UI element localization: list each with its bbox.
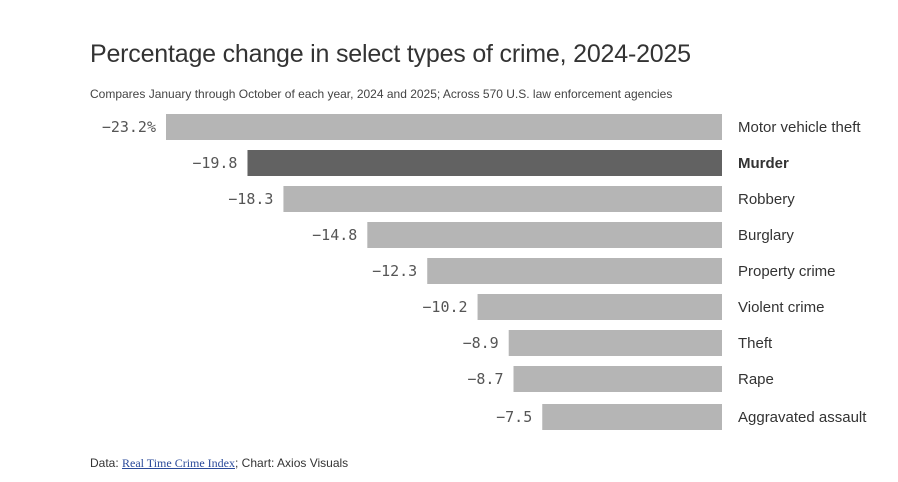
footer-suffix: ; Chart: Axios Visuals [235,456,349,470]
category-label: Rape [738,371,774,388]
footer-prefix: Data: [90,456,123,470]
bar-robbery [283,186,722,212]
bar-motor-vehicle-theft [166,114,722,140]
category-label: Motor vehicle theft [738,119,861,136]
data-source-link[interactable]: Real Time Crime Index [122,456,236,470]
value-label: −14.8 [312,226,357,244]
chart-subtitle: Compares January through October of each… [90,87,673,101]
bar-rape [513,366,722,392]
bar-property-crime [427,258,722,284]
chart-footer: Data: Real Time Crime Index; Chart: Axio… [90,456,348,471]
category-label: Aggravated assault [738,409,867,426]
category-label: Property crime [738,263,836,280]
category-label: Theft [738,335,773,352]
chart-title: Percentage change in select types of cri… [90,40,691,68]
value-label: −7.5 [496,408,532,426]
value-label: −8.9 [463,334,499,352]
value-label: −18.3 [228,190,273,208]
bar-theft [508,330,722,356]
value-label: −8.7 [467,370,503,388]
category-label: Violent crime [738,299,824,316]
value-label: −12.3 [372,262,417,280]
category-label: Murder [738,155,789,172]
value-label: −10.2 [422,298,467,316]
bar-burglary [367,222,722,248]
bar-aggravated-assault [542,404,722,430]
category-label: Robbery [738,191,795,208]
value-label: −19.8 [192,154,237,172]
category-label: Burglary [738,227,794,244]
bar-violent-crime [477,294,722,320]
bar-murder [247,150,722,176]
value-label: −23.2% [102,118,156,136]
